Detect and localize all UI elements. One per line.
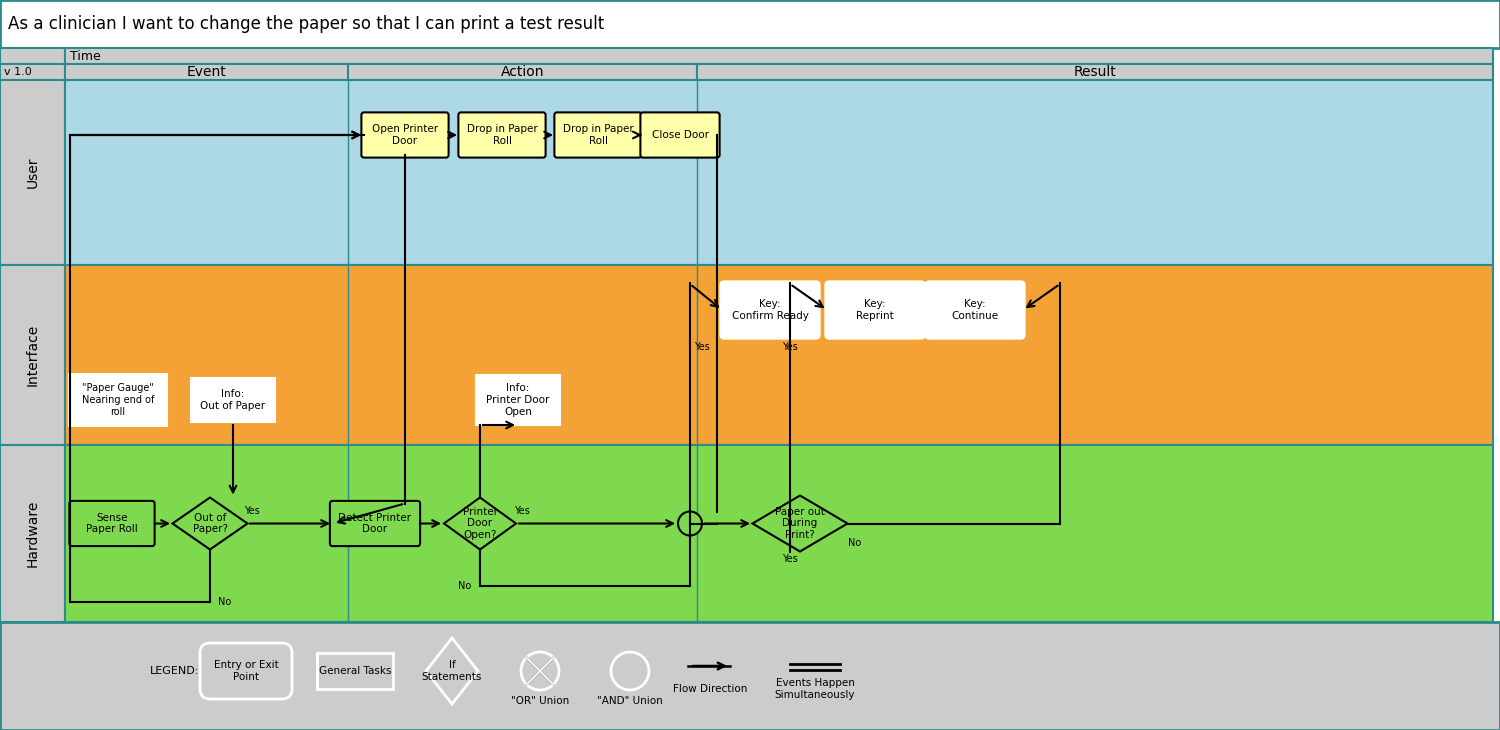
Text: "AND" Union: "AND" Union bbox=[597, 696, 663, 706]
Bar bbox=[0, 64, 64, 80]
Text: As a clinician I want to change the paper so that I can print a test result: As a clinician I want to change the pape… bbox=[8, 15, 604, 33]
Bar bbox=[476, 375, 560, 425]
Text: Events Happen
Simultaneously: Events Happen Simultaneously bbox=[774, 678, 855, 700]
Text: General Tasks: General Tasks bbox=[318, 666, 392, 676]
Text: If
Statements: If Statements bbox=[422, 660, 482, 682]
Bar bbox=[0, 0, 1500, 48]
Text: Key:
Continue: Key: Continue bbox=[951, 299, 999, 320]
Text: Yes: Yes bbox=[782, 342, 798, 352]
Bar bbox=[0, 622, 1500, 730]
FancyBboxPatch shape bbox=[720, 282, 819, 338]
Text: Yes: Yes bbox=[514, 507, 529, 517]
Text: Action: Action bbox=[501, 65, 544, 79]
Text: Paper out
During
Print?: Paper out During Print? bbox=[776, 507, 825, 540]
Circle shape bbox=[520, 652, 560, 690]
Bar bbox=[64, 265, 1492, 445]
Bar bbox=[64, 48, 1492, 64]
Text: Printer
Door
Open?: Printer Door Open? bbox=[462, 507, 498, 540]
Bar bbox=[69, 374, 166, 426]
FancyBboxPatch shape bbox=[362, 112, 448, 158]
Text: Entry or Exit
Point: Entry or Exit Point bbox=[213, 660, 279, 682]
Text: Result: Result bbox=[1074, 65, 1116, 79]
Circle shape bbox=[610, 652, 650, 690]
Polygon shape bbox=[753, 496, 847, 551]
Bar bbox=[0, 265, 64, 445]
Text: LEGEND:: LEGEND: bbox=[150, 666, 200, 676]
Text: User: User bbox=[26, 157, 39, 188]
Bar bbox=[0, 80, 64, 265]
Bar bbox=[348, 64, 698, 80]
Text: Flow Direction: Flow Direction bbox=[674, 684, 747, 694]
Text: Time: Time bbox=[70, 50, 100, 63]
Text: Close Door: Close Door bbox=[651, 130, 708, 140]
Text: "Paper Gauge"
Nearing end of
roll: "Paper Gauge" Nearing end of roll bbox=[82, 383, 154, 417]
Text: Drop in Paper
Roll: Drop in Paper Roll bbox=[466, 124, 537, 146]
Text: Drop in Paper
Roll: Drop in Paper Roll bbox=[562, 124, 633, 146]
FancyBboxPatch shape bbox=[459, 112, 546, 158]
Text: Info:
Out of Paper: Info: Out of Paper bbox=[201, 389, 266, 411]
Text: Sense
Paper Roll: Sense Paper Roll bbox=[86, 512, 138, 534]
Text: v 1.0: v 1.0 bbox=[4, 67, 32, 77]
Bar bbox=[0, 445, 64, 622]
FancyBboxPatch shape bbox=[555, 112, 642, 158]
Polygon shape bbox=[426, 638, 478, 704]
Bar bbox=[64, 80, 1492, 265]
Text: Interface: Interface bbox=[26, 324, 39, 386]
Bar bbox=[190, 378, 274, 422]
Text: Key:
Confirm Ready: Key: Confirm Ready bbox=[732, 299, 809, 320]
Bar bbox=[64, 445, 1492, 622]
FancyBboxPatch shape bbox=[200, 643, 292, 699]
Text: Open Printer
Door: Open Printer Door bbox=[372, 124, 438, 146]
Text: No: No bbox=[849, 539, 861, 548]
Text: Info:
Printer Door
Open: Info: Printer Door Open bbox=[486, 383, 549, 417]
Text: Detect Printer
Door: Detect Printer Door bbox=[339, 512, 411, 534]
Polygon shape bbox=[444, 498, 516, 550]
Text: Yes: Yes bbox=[244, 507, 260, 517]
FancyBboxPatch shape bbox=[640, 112, 720, 158]
Bar bbox=[64, 64, 348, 80]
Text: Key:
Reprint: Key: Reprint bbox=[856, 299, 894, 320]
Bar bbox=[698, 64, 1492, 80]
FancyBboxPatch shape bbox=[69, 501, 154, 546]
Text: No: No bbox=[459, 581, 471, 591]
FancyBboxPatch shape bbox=[330, 501, 420, 546]
FancyBboxPatch shape bbox=[825, 282, 924, 338]
Bar bbox=[0, 48, 64, 64]
Circle shape bbox=[678, 512, 702, 536]
Text: Out of
Paper?: Out of Paper? bbox=[192, 512, 228, 534]
Text: Yes: Yes bbox=[694, 342, 709, 352]
Text: Hardware: Hardware bbox=[26, 500, 39, 567]
FancyBboxPatch shape bbox=[926, 282, 1024, 338]
Text: "OR" Union: "OR" Union bbox=[512, 696, 568, 706]
Text: Event: Event bbox=[186, 65, 226, 79]
Polygon shape bbox=[172, 498, 248, 550]
Text: No: No bbox=[219, 597, 231, 607]
Text: Yes: Yes bbox=[782, 553, 798, 564]
Bar bbox=[316, 653, 393, 689]
